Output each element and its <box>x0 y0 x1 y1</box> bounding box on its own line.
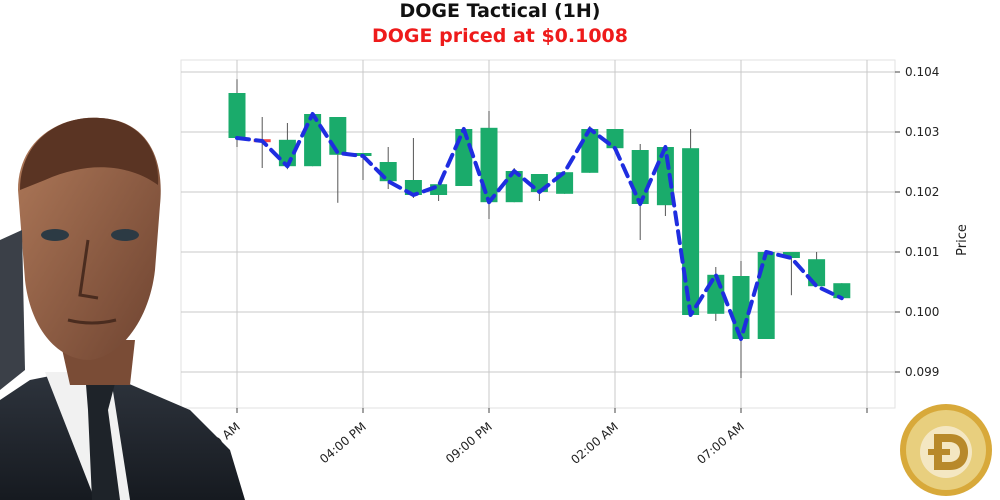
candle-up <box>581 129 599 173</box>
grid <box>180 59 896 409</box>
y-tick-label: 0.100 <box>905 305 939 319</box>
candle-up <box>379 162 397 182</box>
trend-line-layer <box>235 112 844 341</box>
candle-up <box>682 148 700 315</box>
y-tick-label: 0.102 <box>905 185 939 199</box>
candle-up <box>631 150 649 204</box>
trend-line <box>235 112 844 341</box>
candle-up <box>833 283 851 299</box>
chart-title: DOGE Tactical (1H) <box>399 0 601 22</box>
y-axis-label: Price <box>955 224 970 256</box>
y-tick-label: 0.104 <box>905 65 939 79</box>
candle-up <box>430 184 448 195</box>
x-tick-label: 07:00 AM <box>694 420 747 467</box>
businessman-portrait-illustration <box>0 117 245 500</box>
candle-up <box>782 252 800 258</box>
candle-up <box>304 114 322 167</box>
candle-up <box>228 93 246 138</box>
chart-subtitle: DOGE priced at $0.1008 <box>371 25 629 47</box>
candle-up <box>329 117 347 155</box>
candle-up <box>732 276 750 339</box>
plot-frame <box>180 59 896 409</box>
candle-up <box>505 171 523 203</box>
x-tick-label: 02:00 AM <box>568 420 621 467</box>
candle-up <box>480 127 498 203</box>
candle-up <box>656 147 674 206</box>
x-tick-label: 09:00 PM <box>443 420 495 467</box>
dogecoin-logo-icon <box>900 404 992 496</box>
y-tick-label: 0.099 <box>905 365 939 379</box>
candle-up <box>757 252 775 339</box>
y-tick-label: 0.103 <box>905 125 939 139</box>
y-tick-label: 0.101 <box>905 245 939 259</box>
x-tick-label: 04:00 PM <box>317 420 369 467</box>
candles <box>228 79 851 378</box>
